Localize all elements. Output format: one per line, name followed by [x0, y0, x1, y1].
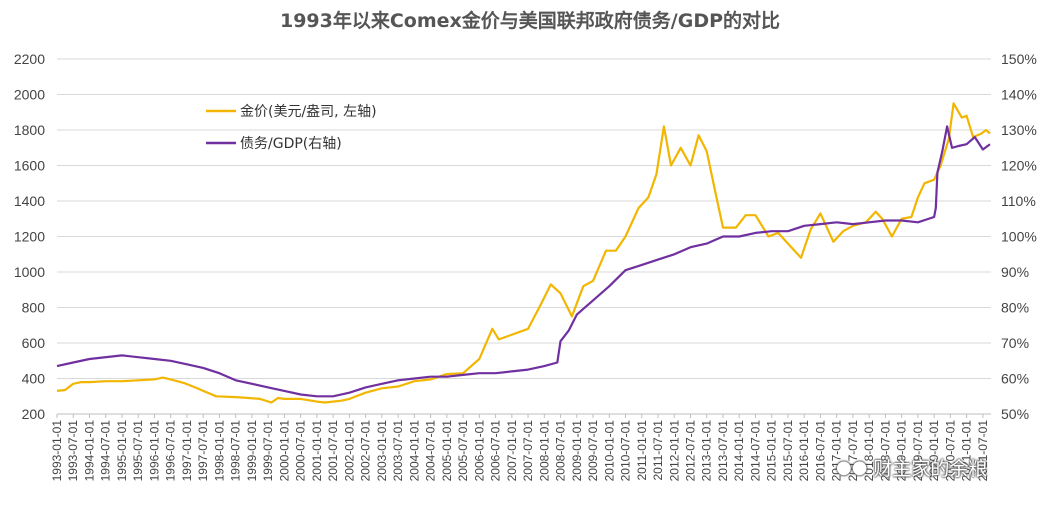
x-tick-label: 2008-01-01 — [537, 420, 551, 482]
left-tick-label: 400 — [22, 371, 46, 387]
x-tick-label: 2000-07-01 — [294, 420, 308, 482]
right-tick-label: 70% — [1001, 335, 1029, 351]
right-tick-label: 150% — [1001, 51, 1037, 67]
x-tick-label: 2016-07-01 — [813, 420, 827, 482]
x-tick-label: 2017-07-01 — [846, 420, 860, 482]
left-tick-label: 1400 — [14, 193, 45, 209]
x-tick-label: 2010-01-01 — [602, 420, 616, 482]
x-tick-label: 2017-01-01 — [830, 420, 844, 482]
x-tick-label: 2003-07-01 — [391, 420, 405, 482]
x-tick-label: 2002-07-01 — [359, 420, 373, 482]
x-tick-label: 2019-01-01 — [895, 420, 909, 482]
x-tick-label: 2007-01-01 — [505, 420, 519, 482]
left-tick-label: 600 — [22, 335, 46, 351]
x-tick-label: 2018-01-01 — [862, 420, 876, 482]
x-tick-label: 2012-07-01 — [683, 420, 697, 482]
x-tick-label: 1996-07-01 — [164, 420, 178, 482]
right-y-axis: 50% 60% 70% 80% 90% 100% 110% 120% 130% 140% 150% — [1001, 51, 1037, 422]
left-tick-label: 800 — [22, 300, 46, 316]
x-tick-label: 2000-01-01 — [277, 420, 291, 482]
x-tick-label: 1999-01-01 — [245, 420, 259, 482]
x-tick-label: 2011-01-01 — [635, 420, 649, 481]
x-tick-label: 2015-07-01 — [781, 420, 795, 482]
left-tick-label: 1600 — [14, 158, 45, 174]
x-tick-label: 2003-01-01 — [375, 420, 389, 482]
grid-lines — [57, 58, 991, 415]
x-tick-label: 2005-07-01 — [456, 420, 470, 482]
x-tick-label: 2009-07-01 — [586, 420, 600, 482]
left-tick-label: 2000 — [14, 87, 45, 103]
x-tick-label: 2014-07-01 — [748, 420, 762, 482]
x-tick-label: 2012-01-01 — [667, 420, 681, 482]
x-tick-label: 1999-07-01 — [261, 420, 275, 482]
x-tick-label: 2010-07-01 — [619, 420, 633, 482]
x-tick-label: 2005-01-01 — [440, 420, 454, 482]
gold-price-line — [56, 102, 991, 404]
left-tick-label: 2200 — [14, 51, 45, 67]
debt-gdp-line — [56, 125, 991, 398]
x-axis: 1993-01-01 1993-07-01 1994-01-01 1994-07-01… — [50, 413, 991, 482]
x-tick-label: 2015-01-01 — [765, 420, 779, 482]
x-tick-label: 2002-01-01 — [342, 420, 356, 482]
watermark-text: 财主家的余粮 — [873, 457, 988, 480]
series-lines — [56, 102, 991, 404]
legend-label-gold: 金价(美元/盎司, 左轴) — [240, 104, 377, 120]
x-tick-label: 2013-07-01 — [716, 420, 730, 482]
x-tick-label: 1995-07-01 — [131, 420, 145, 482]
watermark: ●● 财主家的余粮 — [836, 452, 1046, 482]
x-tick-label: 2004-07-01 — [424, 420, 438, 482]
x-tick-label: 2011-07-01 — [651, 420, 665, 481]
x-tick-label: 1998-01-01 — [212, 420, 226, 482]
x-tick-label: 2016-01-01 — [797, 420, 811, 482]
right-tick-label: 50% — [1001, 406, 1029, 422]
x-tick-label: 1997-07-01 — [196, 420, 210, 482]
right-tick-label: 100% — [1001, 229, 1037, 245]
x-tick-label: 2008-07-01 — [554, 420, 568, 482]
chart-legend: 金价(美元/盎司, 左轴) 债务/GDP(右轴) — [206, 104, 377, 152]
chart-title: 1993年以来Comex金价与美国联邦政府债务/GDP的对比 — [279, 10, 781, 32]
x-tick-label: 2020-01-01 — [927, 420, 941, 482]
x-tick-label: 2018-07-01 — [878, 420, 892, 482]
left-tick-label: 1000 — [14, 264, 45, 280]
x-tick-label: 2021-07-01 — [976, 420, 990, 482]
left-tick-label: 1200 — [14, 229, 45, 245]
left-tick-label: 200 — [22, 406, 46, 422]
x-tick-label: 1997-01-01 — [180, 420, 194, 482]
x-tick-label: 2007-07-01 — [521, 420, 535, 482]
x-tick-label: 1998-07-01 — [229, 420, 243, 482]
x-tick-label: 2013-01-01 — [700, 420, 714, 482]
x-tick-label: 2021-01-01 — [960, 420, 974, 482]
x-tick-label: 1993-01-01 — [50, 420, 64, 482]
left-y-axis: 200 400 600 800 1000 1200 1400 1600 1800 2000 2200 — [14, 51, 45, 422]
legend-label-debt: 债务/GDP(右轴) — [240, 136, 342, 152]
wechat-icon: ●● — [836, 456, 868, 478]
x-tick-label: 2020-07-01 — [943, 420, 957, 482]
right-tick-label: 110% — [1001, 193, 1036, 209]
x-tick-label: 2006-01-01 — [472, 420, 486, 482]
right-tick-label: 130% — [1001, 122, 1037, 138]
x-tick-label: 2009-01-01 — [570, 420, 584, 482]
right-tick-label: 120% — [1001, 158, 1037, 174]
right-tick-label: 90% — [1001, 264, 1029, 280]
x-tick-label: 1996-01-01 — [147, 420, 161, 482]
x-tick-label: 2001-07-01 — [326, 420, 340, 482]
x-tick-label: 1993-07-01 — [66, 420, 80, 482]
x-tick-label: 1994-07-01 — [99, 420, 113, 482]
x-tick-label: 2006-07-01 — [489, 420, 503, 482]
right-tick-label: 80% — [1001, 300, 1029, 316]
right-tick-label: 140% — [1001, 87, 1037, 103]
x-tick-label: 2019-07-01 — [911, 420, 925, 482]
left-tick-label: 1800 — [14, 122, 45, 138]
x-tick-label: 1994-01-01 — [82, 420, 96, 482]
x-tick-label: 2014-01-01 — [732, 420, 746, 482]
x-tick-label: 1995-01-01 — [115, 420, 129, 482]
right-tick-label: 60% — [1001, 371, 1029, 387]
x-tick-label: 2001-01-01 — [310, 420, 324, 482]
x-tick-label: 2004-01-01 — [407, 420, 421, 482]
